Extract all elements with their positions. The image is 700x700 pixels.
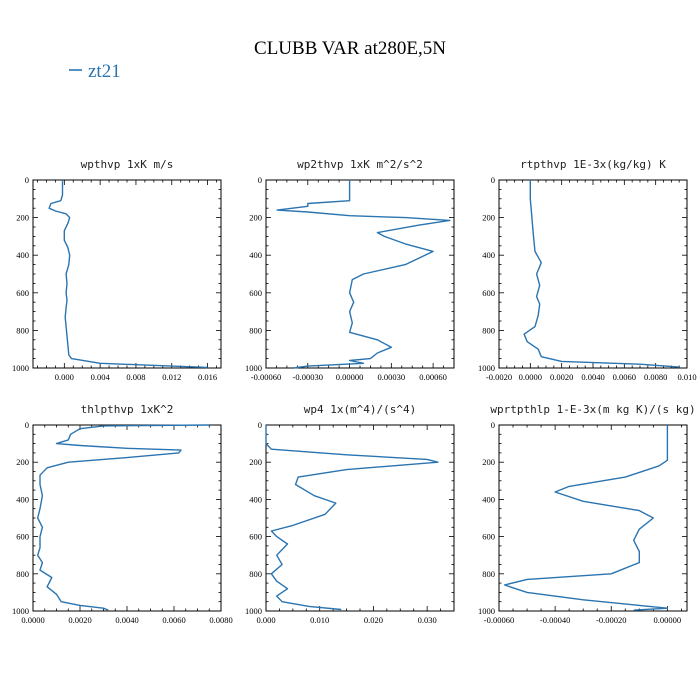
- x-tick-label: 0.012: [162, 372, 181, 382]
- series-line-zt21: [276, 180, 451, 369]
- panel-2: wp2thvp 1xK m^2/s^202004006008001000-0.0…: [245, 158, 455, 382]
- x-tick-label: 0.0000: [21, 615, 44, 625]
- y-tick-label: 200: [16, 457, 29, 467]
- y-tick-label: 600: [249, 532, 262, 542]
- y-tick-label: 400: [249, 250, 262, 260]
- y-tick-label: 0: [25, 420, 29, 430]
- panel-title: wpthvp 1xK m/s: [81, 158, 174, 171]
- y-tick-label: 1000: [12, 606, 29, 616]
- figure-title: CLUBB VAR at280E,5N: [254, 38, 446, 59]
- x-tick-label: 0.010: [677, 372, 696, 382]
- x-tick-label: 0.0080: [209, 615, 232, 625]
- x-tick-label: 0.008: [126, 372, 145, 382]
- figure-legend: zt21: [69, 61, 121, 82]
- y-tick-label: 800: [482, 569, 495, 579]
- panel-3: rtpthvp 1E-3x(kg/kg) K 0 200 400 600 800 1000-…: [478, 158, 697, 382]
- plot-frame: [32, 424, 222, 612]
- panel-6: wprtpthlp 1-E-3x(m kg K)/(s kg) 0 200 400 60…: [478, 403, 696, 625]
- x-tick-label: 0.030: [418, 615, 437, 625]
- y-tick-label: 400: [16, 250, 29, 260]
- y-tick-label: 1000: [245, 606, 262, 616]
- plot-frame: [32, 179, 222, 369]
- legend-label-zt21: zt21: [88, 61, 121, 82]
- x-tick-label: 0.0020: [550, 372, 573, 382]
- series-line-zt21: [48, 180, 208, 369]
- y-tick-label: 600: [16, 532, 29, 542]
- y-tick-label: 800: [249, 569, 262, 579]
- y-tick-label: 400: [482, 250, 495, 260]
- y-tick-label: 1000: [478, 606, 495, 616]
- x-tick-label: 0.00000: [336, 372, 364, 382]
- y-tick-label: 1000: [245, 363, 262, 373]
- y-tick-label: 200: [249, 213, 262, 223]
- y-tick-label: 200: [482, 457, 495, 467]
- x-tick-label: 0.010: [310, 615, 329, 625]
- x-tick-label: -0.0020: [486, 372, 512, 382]
- plot-frame: [498, 179, 688, 369]
- x-tick-label: 0.0040: [581, 372, 604, 382]
- y-tick-label: 0: [258, 175, 262, 185]
- y-tick-label: 800: [249, 325, 262, 335]
- x-tick-label: 0.00000: [654, 615, 682, 625]
- y-tick-label: 600: [482, 288, 495, 298]
- y-tick-label: 200: [249, 457, 262, 467]
- x-tick-label: 0.0060: [613, 372, 636, 382]
- y-tick-label: 200: [16, 213, 29, 223]
- x-tick-label: 0.016: [198, 372, 217, 382]
- y-tick-label: 800: [16, 325, 29, 335]
- series-line-zt21: [523, 180, 680, 368]
- panel-1: wpthvp 1xK m/s 0 200 400 600 800 1000 0.000 0.00…: [12, 158, 222, 382]
- series-line-zt21: [265, 425, 439, 611]
- panel-title: wp4 1x(m^4)/(s^4): [304, 403, 417, 416]
- series-line-zt21: [503, 425, 669, 611]
- y-tick-label: 0: [491, 420, 495, 430]
- y-tick-label: 200: [482, 213, 495, 223]
- panel-title: wp2thvp 1xK m^2/s^2: [297, 158, 423, 171]
- x-tick-label: 0.0080: [644, 372, 667, 382]
- y-tick-label: 400: [249, 494, 262, 504]
- y-tick-label: 600: [482, 532, 495, 542]
- plot-frame: [265, 424, 455, 612]
- y-tick-label: 0: [258, 420, 262, 430]
- x-tick-label: 0.000: [55, 372, 74, 382]
- x-tick-label: 0.020: [364, 615, 383, 625]
- panel-title: thlpthvp 1xK^2: [81, 403, 174, 416]
- x-tick-label: 0.0060: [162, 615, 185, 625]
- y-tick-label: 1000: [12, 363, 29, 373]
- y-tick-label: 600: [249, 288, 262, 298]
- x-tick-label: -0.00040: [540, 615, 570, 625]
- panel-title: rtpthvp 1E-3x(kg/kg) K: [520, 158, 666, 171]
- panel-title: wprtpthlp 1-E-3x(m kg K)/(s kg): [490, 403, 695, 416]
- x-tick-label: 0.00030: [378, 372, 406, 382]
- x-tick-label: 0.0040: [115, 615, 138, 625]
- x-tick-label: 0.0000: [519, 372, 542, 382]
- plot-frame: [498, 424, 688, 612]
- x-tick-label: 0.000: [256, 615, 275, 625]
- x-tick-label: -0.00020: [596, 615, 626, 625]
- x-tick-label: -0.00060: [484, 615, 514, 625]
- x-tick-label: 0.00060: [419, 372, 447, 382]
- series-line-zt21: [37, 424, 210, 611]
- y-tick-label: 600: [16, 288, 29, 298]
- x-tick-label: -0.00060: [251, 372, 281, 382]
- y-tick-label: 0: [25, 175, 29, 185]
- y-tick-label: 800: [482, 325, 495, 335]
- x-tick-label: 0.0020: [68, 615, 91, 625]
- y-tick-label: 800: [16, 569, 29, 579]
- x-tick-label: 0.004: [91, 372, 111, 382]
- y-tick-label: 400: [482, 494, 495, 504]
- y-tick-label: 400: [16, 494, 29, 504]
- x-tick-label: -0.00030: [293, 372, 323, 382]
- y-tick-label: 0: [491, 175, 495, 185]
- y-tick-label: 1000: [478, 363, 495, 373]
